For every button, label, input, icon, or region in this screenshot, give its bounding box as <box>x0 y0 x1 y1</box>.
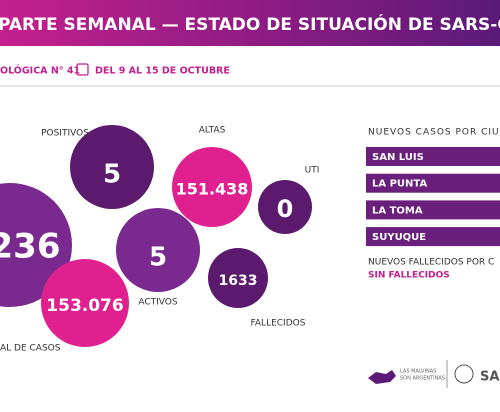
bubble-label: POSITIVOS <box>41 129 89 139</box>
bubble <box>258 180 312 234</box>
bubble-value: 153.076 <box>46 296 123 316</box>
city-bar <box>366 147 500 166</box>
bubble <box>41 259 129 347</box>
bubble-label: ACTIVOS <box>138 298 178 308</box>
new-cases-title: NUEVOS CASOS POR CIUD <box>368 128 500 138</box>
new-deaths-text: SIN FALLECIDOS <box>368 271 450 281</box>
malvinas-1: LAS MALVINAS <box>400 369 436 375</box>
bubble <box>116 208 200 292</box>
malvinas-icon <box>368 370 396 384</box>
bubble-value: 5 <box>149 243 167 273</box>
header-band <box>0 0 500 46</box>
bubble-value: 1633 <box>219 273 258 289</box>
week: OLÓGICA N° 41 <box>0 65 80 77</box>
city-bar <box>366 200 500 220</box>
bubble-value: 151.438 <box>176 180 249 199</box>
bubble-label: ALTAS <box>199 126 226 136</box>
city-name: SUYUQUE <box>372 232 426 243</box>
new-deaths-title: NUEVOS FALLECIDOS POR C <box>368 258 494 268</box>
bubble-label: FALLECIDOS <box>251 319 306 329</box>
city-bar <box>366 173 500 193</box>
cities: SAN LUIS LA PUNTA LA TOMA SUYUQUE <box>366 147 500 247</box>
seal <box>454 364 474 384</box>
bubbles: 236 5 POSITIVOS 151.438 ALTAS 0 UTI 5 ACTIVOS 153… <box>0 125 319 354</box>
city-name: LA TOMA <box>372 205 423 216</box>
bubble-value: 236 <box>0 227 60 267</box>
title: PARTE SEMANAL — ESTADO DE SITUACIÓN DE S… <box>0 13 500 35</box>
bubble-label: UTI <box>305 166 320 176</box>
city-bar <box>366 227 500 247</box>
city-name: SAN LUIS <box>372 152 424 163</box>
bubble <box>70 125 154 209</box>
bubble <box>172 147 252 227</box>
bubble <box>208 248 268 308</box>
bubble-value: 5 <box>103 160 121 190</box>
bubble-value: 0 <box>277 195 294 223</box>
bubble-label: AL DE CASOS <box>0 344 61 354</box>
city-name: LA PUNTA <box>372 179 427 190</box>
gov: SAN <box>480 370 500 385</box>
malvinas-2: SON ARGENTINAS <box>400 376 445 382</box>
calendar-icon <box>76 63 89 76</box>
dates: DEL 9 AL 15 DE OCTUBRE <box>95 66 230 77</box>
